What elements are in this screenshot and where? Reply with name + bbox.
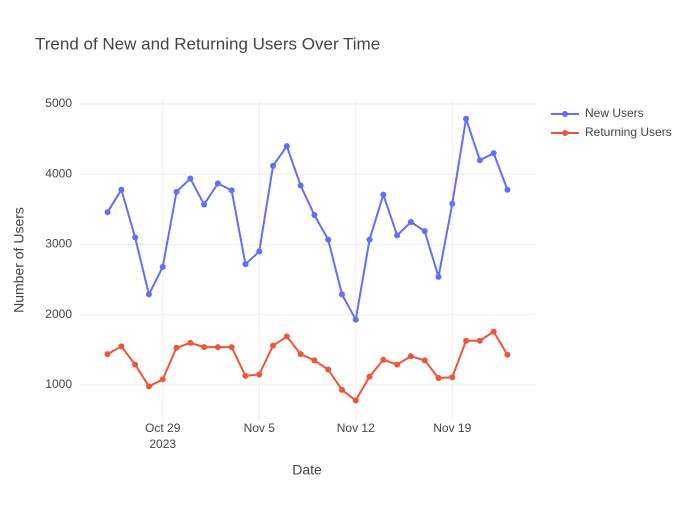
data-point bbox=[366, 236, 373, 243]
series-line bbox=[107, 330, 509, 402]
data-point bbox=[159, 263, 166, 270]
y-tick-label: 3000 bbox=[45, 237, 72, 251]
data-point bbox=[366, 373, 373, 380]
data-point bbox=[338, 386, 345, 393]
data-point bbox=[256, 248, 263, 255]
data-point bbox=[283, 333, 290, 340]
data-point bbox=[214, 344, 221, 351]
data-point bbox=[352, 316, 359, 323]
x-axis-title: Date bbox=[292, 462, 322, 478]
data-point bbox=[435, 273, 442, 280]
data-point bbox=[145, 383, 152, 390]
data-point bbox=[325, 236, 332, 243]
data-point bbox=[352, 397, 359, 404]
y-axis-title: Number of Users bbox=[11, 207, 27, 313]
data-point bbox=[159, 376, 166, 383]
data-point bbox=[476, 337, 483, 344]
data-point bbox=[283, 143, 290, 150]
series-line bbox=[106, 118, 509, 323]
data-point bbox=[173, 344, 180, 351]
data-point bbox=[173, 188, 180, 195]
y-tick-label: 1000 bbox=[45, 377, 72, 391]
data-point bbox=[104, 351, 111, 358]
data-point bbox=[380, 356, 387, 363]
data-point bbox=[297, 351, 304, 358]
data-point bbox=[132, 361, 139, 368]
data-point bbox=[118, 186, 125, 193]
data-point bbox=[449, 374, 456, 381]
data-point bbox=[394, 232, 401, 239]
data-point bbox=[228, 344, 235, 351]
data-point bbox=[187, 339, 194, 346]
x-tick-label: Nov 19 bbox=[433, 421, 471, 435]
data-point bbox=[228, 187, 235, 194]
data-point bbox=[490, 328, 497, 335]
legend-label: Returning Users bbox=[585, 125, 672, 139]
x-tick-label: Oct 29 bbox=[145, 421, 181, 435]
data-point bbox=[463, 115, 470, 122]
data-point bbox=[242, 372, 249, 379]
legend-label: New Users bbox=[585, 106, 644, 120]
data-point bbox=[449, 200, 456, 207]
data-point bbox=[145, 291, 152, 298]
data-point bbox=[270, 162, 277, 169]
data-point bbox=[463, 337, 470, 344]
data-point bbox=[325, 366, 332, 373]
y-tick-label: 4000 bbox=[45, 166, 72, 180]
data-point bbox=[214, 180, 221, 187]
x-year-label: 2023 bbox=[149, 437, 176, 451]
chart-title: Trend of New and Returning Users Over Ti… bbox=[35, 34, 380, 53]
data-point bbox=[104, 209, 111, 216]
data-point bbox=[421, 228, 428, 235]
data-point bbox=[504, 351, 511, 358]
data-point bbox=[504, 186, 511, 193]
data-point bbox=[256, 371, 263, 378]
data-point bbox=[270, 342, 277, 349]
y-tick-label: 2000 bbox=[45, 307, 72, 321]
x-tick-label: Nov 5 bbox=[244, 421, 276, 435]
data-point bbox=[394, 361, 401, 368]
data-point bbox=[421, 357, 428, 364]
x-tick-label: Nov 12 bbox=[337, 421, 375, 435]
data-point bbox=[242, 261, 249, 268]
data-point bbox=[201, 201, 208, 208]
y-tick-label: 5000 bbox=[45, 96, 72, 110]
data-point bbox=[187, 175, 194, 182]
data-point bbox=[407, 219, 414, 226]
data-point bbox=[118, 343, 125, 350]
legend-marker bbox=[562, 111, 568, 117]
legend-marker bbox=[562, 130, 568, 136]
data-point bbox=[297, 182, 304, 189]
data-point bbox=[132, 234, 139, 241]
data-point bbox=[380, 191, 387, 198]
data-point bbox=[476, 157, 483, 164]
data-point bbox=[338, 291, 345, 298]
data-point bbox=[201, 344, 208, 351]
data-point bbox=[311, 357, 318, 364]
data-point bbox=[435, 374, 442, 381]
data-point bbox=[311, 212, 318, 219]
data-point bbox=[407, 353, 414, 360]
data-point bbox=[490, 150, 497, 157]
